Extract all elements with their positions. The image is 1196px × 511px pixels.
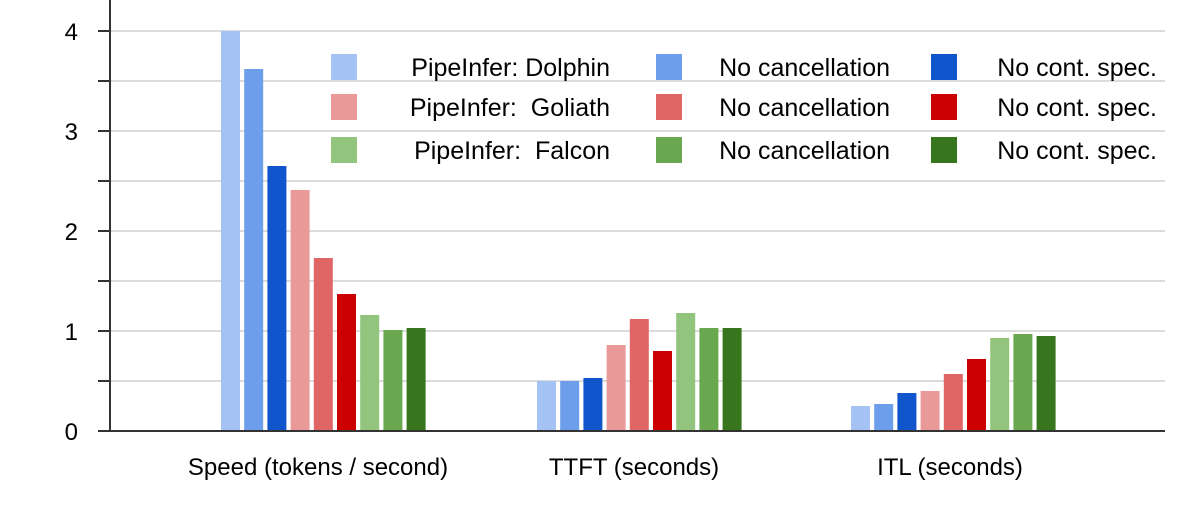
y-tick-label: 2 xyxy=(65,219,78,246)
legend-label: No cont. spec. xyxy=(997,54,1157,82)
x-tick-label: Speed (tokens / second) xyxy=(188,454,448,481)
bar xyxy=(360,315,380,431)
legend-item: PipeInfer: Dolphin xyxy=(331,54,610,82)
x-tick-label: ITL (seconds) xyxy=(877,454,1023,481)
bars xyxy=(221,31,1056,431)
legend-label: No cancellation xyxy=(719,54,890,82)
bar xyxy=(722,328,742,431)
legend-swatch xyxy=(931,137,957,163)
legend-item: No cont. spec. xyxy=(931,54,1157,82)
bar xyxy=(406,328,426,431)
bar xyxy=(383,330,403,431)
bar xyxy=(851,406,870,431)
legend-label: No cont. spec. xyxy=(997,94,1157,122)
x-tick-label: TTFT (seconds) xyxy=(549,454,719,481)
bar xyxy=(606,345,626,431)
y-axis-ticks: 0 1 2 3 4 xyxy=(65,19,110,446)
bar xyxy=(874,404,894,431)
y-tick-label: 3 xyxy=(65,119,78,146)
bar xyxy=(267,166,287,431)
legend-item: No cancellation xyxy=(656,137,890,165)
legend-label: PipeInfer: Goliath xyxy=(410,94,610,122)
legend-item: PipeInfer: Falcon xyxy=(331,137,610,165)
bar xyxy=(290,190,310,431)
y-tick-label: 0 xyxy=(65,419,78,446)
legend-swatch xyxy=(931,54,957,80)
bar xyxy=(967,359,986,431)
bar xyxy=(1036,336,1056,431)
legend: PipeInfer: Dolphin No cancellation No cont… xyxy=(331,54,1157,165)
bar xyxy=(560,381,580,431)
legend-label: PipeInfer: Dolphin xyxy=(411,54,610,82)
legend-item: No cont. spec. xyxy=(931,94,1157,122)
legend-swatch xyxy=(656,94,682,120)
legend-swatch xyxy=(331,94,357,120)
bar xyxy=(221,31,240,431)
bar xyxy=(244,69,264,431)
bar xyxy=(583,378,603,431)
x-axis-labels: Speed (tokens / second) TTFT (seconds) ITL… xyxy=(188,454,1023,481)
legend-swatch xyxy=(331,137,357,163)
legend-label: No cancellation xyxy=(719,137,890,165)
bar xyxy=(990,338,1010,431)
axes xyxy=(109,0,1165,432)
y-tick-label: 4 xyxy=(65,19,78,46)
bar xyxy=(676,313,696,431)
legend-label: No cont. spec. xyxy=(997,137,1157,165)
legend-swatch xyxy=(656,54,682,80)
legend-swatch xyxy=(331,54,357,80)
bar xyxy=(920,391,940,431)
bar xyxy=(1013,334,1033,431)
bar xyxy=(537,381,556,431)
legend-item: No cont. spec. xyxy=(931,137,1157,165)
legend-swatch xyxy=(656,137,682,163)
legend-item: PipeInfer: Goliath xyxy=(331,94,610,122)
bar xyxy=(313,258,333,431)
bar xyxy=(897,393,917,431)
bar xyxy=(699,328,719,431)
y-tick-label: 1 xyxy=(65,319,78,346)
legend-item: No cancellation xyxy=(656,54,890,82)
bar xyxy=(653,351,672,431)
bar xyxy=(629,319,649,431)
bar xyxy=(337,294,356,431)
legend-swatch xyxy=(931,94,957,120)
legend-label: PipeInfer: Falcon xyxy=(414,137,610,165)
legend-label: No cancellation xyxy=(719,94,890,122)
bar xyxy=(943,374,963,431)
legend-item: No cancellation xyxy=(656,94,890,122)
